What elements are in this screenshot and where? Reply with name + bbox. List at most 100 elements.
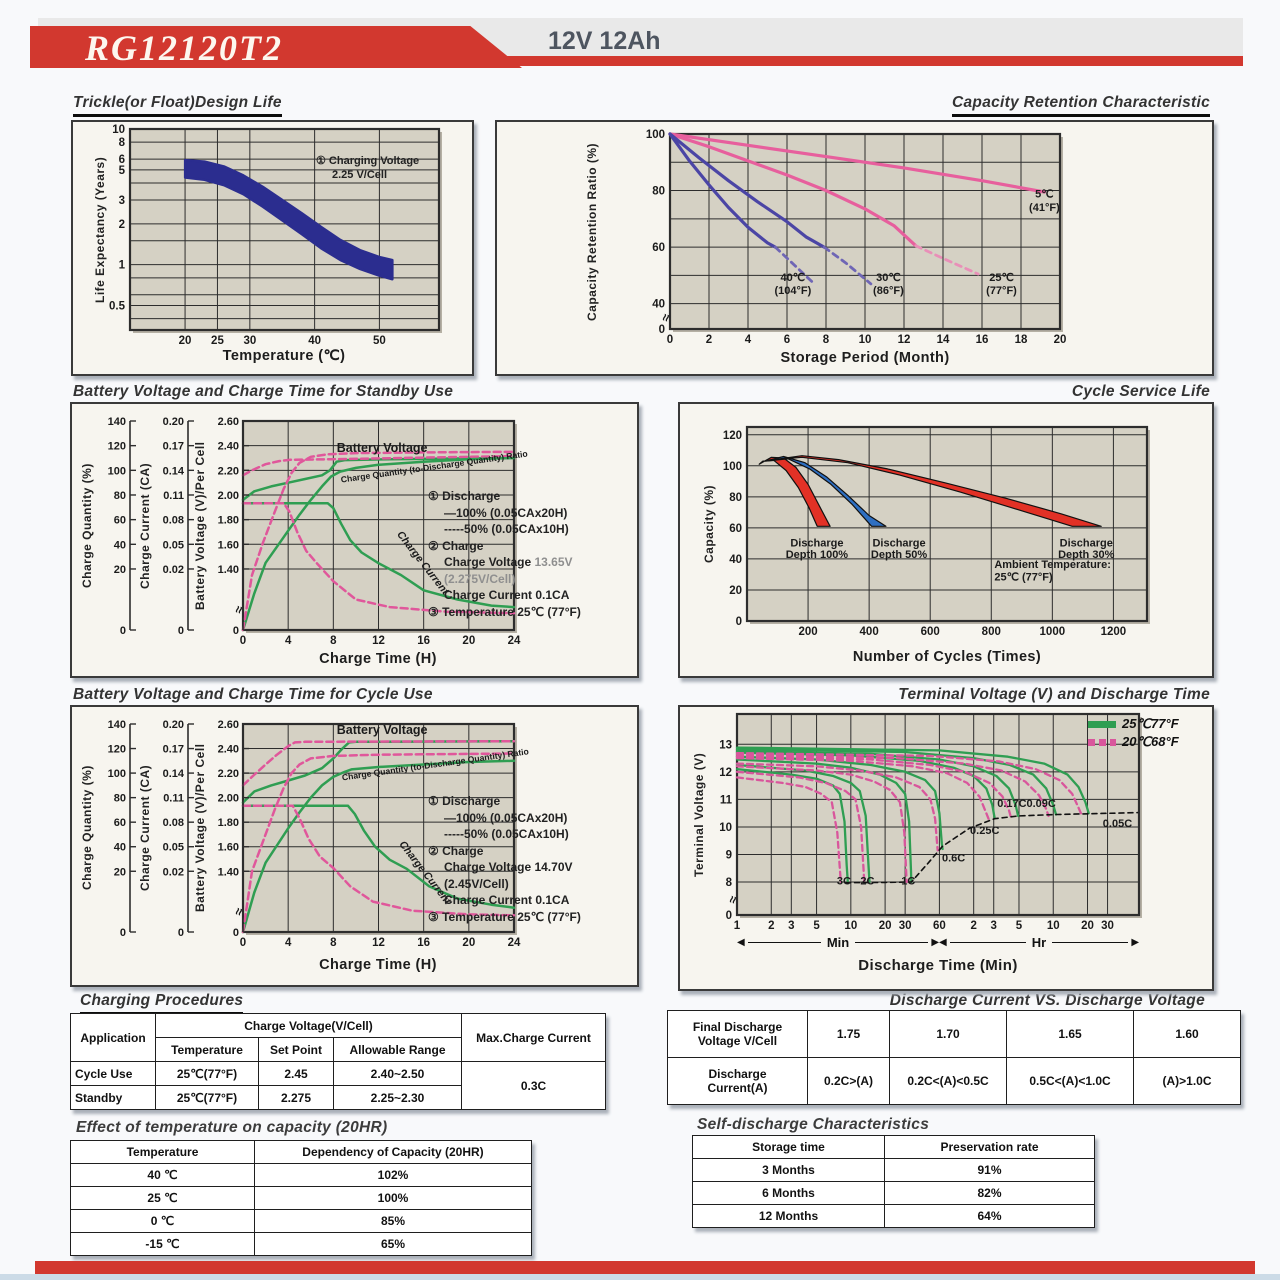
title-self-discharge: Self-discharge Characteristics: [697, 1116, 930, 1133]
svg-text:2.20: 2.20: [218, 465, 239, 477]
svg-text:5: 5: [1016, 920, 1023, 932]
svg-text:3: 3: [788, 920, 794, 932]
cycleuse-chart-canvas: 140 120 100 80 60 40 20 0 0.20 0.17 0.14 0.11 0.08 0.…: [72, 707, 637, 990]
svg-text:3: 3: [119, 195, 125, 207]
svg-text:5: 5: [813, 920, 820, 932]
svg-text:20: 20: [462, 635, 475, 647]
svg-text:Ambient Temperature:: Ambient Temperature:: [994, 559, 1111, 571]
minutes-span: ◀ Min ▶: [737, 935, 939, 950]
svg-text:≈: ≈: [724, 894, 740, 905]
svg-text:50: 50: [373, 335, 386, 347]
svg-text:100: 100: [108, 465, 126, 477]
svg-text:0.5: 0.5: [109, 301, 126, 313]
table-cell: 1.75: [807, 1010, 890, 1058]
svg-text:12: 12: [719, 767, 732, 779]
svg-text:0.02: 0.02: [163, 866, 184, 878]
annotation-line: Charge Current 0.1CA: [444, 588, 570, 602]
table-cell: Dependency of Capacity (20HR): [254, 1140, 532, 1164]
annotation-line: ③ Temperature 25℃ (77°F): [428, 604, 581, 619]
table-cell: Preservation rate: [884, 1135, 1095, 1159]
min-label: Min: [826, 935, 850, 950]
axis-title-battery-voltage: Battery Voltage (V)/Per Cell: [193, 441, 207, 610]
discharge-current-voltage-table: Final Discharge Voltage V/Cell 1.75 1.70 1.6…: [667, 1010, 1241, 1105]
cyclelife-chart-canvas: 200 400 600 800 1000 1200 120 100 80 60 40 20 0 Disch…: [680, 404, 1212, 681]
svg-text:1C: 1C: [901, 875, 915, 887]
svg-text:≈: ≈: [657, 312, 673, 323]
svg-text:10: 10: [1047, 920, 1060, 932]
svg-text:20: 20: [729, 585, 742, 597]
svg-text:80: 80: [652, 186, 665, 198]
svg-text:800: 800: [982, 626, 1001, 638]
svg-text:60: 60: [114, 817, 126, 829]
svg-text:0.11: 0.11: [163, 793, 184, 805]
table-cell: Final Discharge Voltage V/Cell: [667, 1010, 808, 1058]
svg-text:3C: 3C: [837, 875, 851, 887]
axis-title-discharge-time: Discharge Time (Min): [858, 957, 1018, 974]
svg-text:20: 20: [114, 564, 126, 576]
svg-text:8: 8: [330, 937, 337, 949]
svg-text:1: 1: [734, 920, 741, 932]
annotation-line: ② Charge: [428, 843, 484, 858]
table-cell: Standby: [70, 1085, 156, 1110]
trickle-chart-canvas: 20 25 30 40 50 10 8 6 5 3 2 1 0.5: [73, 122, 472, 379]
svg-text:2.00: 2.00: [218, 793, 239, 805]
svg-text:2.00: 2.00: [218, 490, 239, 502]
pink-dash-swatch: [1088, 738, 1116, 746]
table-cell: 82%: [884, 1181, 1095, 1205]
svg-text:10: 10: [844, 920, 857, 932]
svg-text:0.17: 0.17: [163, 744, 184, 756]
axis-title-capacity: Capacity (%): [702, 484, 716, 564]
svg-text:24: 24: [508, 635, 521, 647]
svg-text:5℃: 5℃: [1035, 189, 1053, 201]
svg-text:100: 100: [108, 768, 126, 780]
annotation-line: (2.45V/Cell): [444, 876, 509, 891]
title-trickle-design-life: Trickle(or Float)Design Life: [73, 94, 282, 117]
chart-cycle-service-life: 200 400 600 800 1000 1200 120 100 80 60 40 20 0 Disch…: [678, 402, 1214, 678]
svg-text:8: 8: [330, 635, 337, 647]
svg-text:Depth 100%: Depth 100%: [786, 549, 849, 561]
svg-text:2C: 2C: [860, 875, 874, 887]
svg-text:0.20: 0.20: [163, 416, 184, 428]
annotation-line: ③ Temperature 25℃ (77°F): [428, 909, 581, 924]
table-cell: 1.60: [1133, 1010, 1241, 1058]
legend-item-20c: 20℃68°F: [1088, 733, 1179, 751]
svg-text:20: 20: [462, 937, 475, 949]
annotation-line: —100% (0.05CAx20H): [444, 810, 568, 825]
svg-text:12: 12: [372, 937, 385, 949]
svg-text:0.05C: 0.05C: [1103, 818, 1132, 830]
temperature-legend: 25℃77°F 20℃68°F: [1088, 715, 1179, 751]
table-cell: 1.70: [889, 1010, 1007, 1058]
svg-text:0: 0: [240, 937, 246, 949]
svg-text:0: 0: [667, 334, 673, 346]
annotation-line: Charge Voltage 13.65V: [444, 555, 573, 569]
svg-text:16: 16: [976, 334, 989, 346]
table-cell: 85%: [254, 1209, 532, 1233]
chart-capacity-retention: 0 2 4 6 8 10 12 14 16 18 20 100 80 60 40 0 40℃ (104°F) 30℃…: [495, 120, 1214, 376]
svg-text:8: 8: [119, 137, 126, 149]
svg-text:4: 4: [285, 937, 292, 949]
svg-text:40: 40: [652, 299, 665, 311]
annotation-line: ① Charging Voltage: [316, 155, 420, 167]
title-effect-of-temperature: Effect of temperature on capacity (20HR): [76, 1119, 388, 1136]
svg-text:0.17: 0.17: [163, 441, 184, 453]
svg-text:1.40: 1.40: [218, 564, 239, 576]
table-cell: Temperature: [155, 1037, 259, 1062]
axis-title-retention-ratio: Capacity Retention Ratio (%): [585, 142, 599, 321]
svg-text:10: 10: [719, 822, 732, 834]
svg-text:40: 40: [729, 554, 742, 566]
annotation-line: -----50% (0.05CAx10H): [444, 827, 569, 841]
svg-text:10: 10: [112, 124, 125, 136]
svg-text:(77°F): (77°F): [986, 285, 1017, 297]
svg-text:8: 8: [823, 334, 830, 346]
header-red-banner: RG12120T2: [30, 26, 522, 68]
svg-text:Battery Voltage: Battery Voltage: [337, 441, 428, 455]
svg-text:8: 8: [726, 877, 733, 889]
svg-text:0.05: 0.05: [163, 842, 184, 854]
table-cell: 64%: [884, 1204, 1095, 1228]
svg-text:(104°F): (104°F): [774, 285, 811, 297]
svg-text:5: 5: [119, 165, 126, 177]
svg-text:25: 25: [211, 335, 224, 347]
table-cell: Charge Voltage(V/Cell): [155, 1013, 462, 1038]
svg-text:20: 20: [1081, 920, 1094, 932]
svg-text:9: 9: [726, 849, 732, 861]
